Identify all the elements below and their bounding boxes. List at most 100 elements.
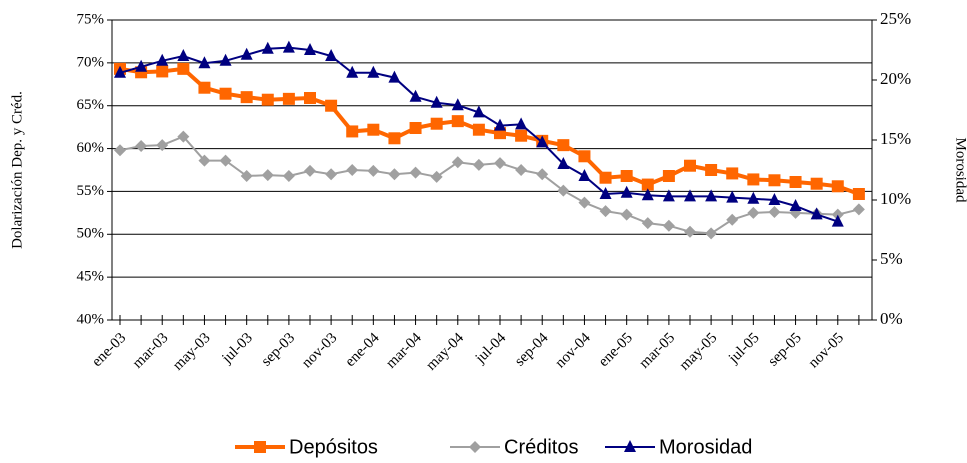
data-point [451, 156, 464, 169]
data-point [261, 93, 274, 106]
data-point [367, 65, 380, 78]
data-point [515, 164, 528, 176]
data-point [515, 129, 528, 142]
data-point [472, 123, 485, 136]
y-tick-label: 60% [77, 140, 105, 156]
data-point [325, 168, 338, 181]
data-point [282, 40, 295, 53]
data-point [494, 118, 506, 131]
data-point [810, 207, 823, 220]
data-point [747, 191, 760, 204]
data-point [156, 65, 169, 78]
x-tick-label: nov-05 [806, 330, 847, 371]
y-tick-label: 75% [77, 11, 105, 27]
data-point [599, 171, 612, 184]
data-point [346, 125, 359, 138]
x-tick-label: ene-05 [596, 330, 636, 370]
y2-tick-label: 25% [880, 9, 911, 28]
data-point [536, 168, 549, 181]
data-point [662, 170, 675, 182]
data-point [641, 188, 654, 201]
x-tick-label: jul-05 [725, 330, 762, 367]
data-point [198, 81, 211, 94]
x-tick-label: ene-04 [342, 330, 383, 371]
x-tick-label: jul-04 [472, 330, 510, 368]
data-point [578, 150, 591, 163]
y-tick-label: 55% [77, 183, 105, 199]
data-point [304, 43, 316, 55]
data-point [515, 117, 528, 130]
data-point [684, 189, 696, 202]
data-point [789, 176, 802, 188]
data-point [325, 49, 338, 61]
data-point [472, 105, 485, 118]
data-point [409, 166, 422, 179]
x-tick-label: mar-05 [636, 330, 678, 372]
x-tick-label: may-05 [677, 330, 721, 374]
data-point [409, 89, 422, 102]
legend-label: Depósitos [289, 436, 378, 458]
data-point [346, 164, 359, 176]
data-point [536, 135, 549, 148]
data-point [578, 169, 591, 181]
y2-tick-label: 5% [880, 249, 903, 268]
y-tick-label: 45% [77, 269, 105, 285]
data-point [261, 169, 274, 182]
data-point [177, 62, 190, 75]
data-point [367, 164, 380, 177]
y-tick-label: 50% [77, 226, 105, 242]
data-point [451, 98, 464, 111]
data-point [282, 170, 295, 182]
data-point [557, 184, 570, 197]
x-tick-label: jul-03 [219, 330, 256, 367]
data-point [662, 189, 675, 202]
data-point [240, 91, 253, 104]
data-point [282, 92, 295, 105]
data-point [831, 214, 844, 227]
plot-frame [111, 19, 873, 321]
data-point [240, 47, 253, 60]
data-point [304, 92, 316, 104]
data-point [620, 185, 633, 198]
data-point [325, 99, 338, 112]
data-point [430, 95, 443, 108]
data-point [346, 65, 359, 78]
data-point [367, 123, 380, 136]
data-point [662, 219, 675, 232]
x-tick-label: mar-03 [130, 330, 172, 372]
legend-label: Créditos [504, 436, 578, 458]
data-point [705, 164, 718, 176]
data-point [831, 180, 844, 193]
data-point [852, 203, 865, 216]
data-point [114, 144, 126, 157]
data-point [641, 178, 654, 191]
data-point [578, 196, 591, 209]
data-point [261, 41, 274, 54]
y2-tick-label: 10% [880, 189, 911, 208]
x-tick-label: sep-03 [259, 330, 299, 370]
x-tick-label: mar-04 [383, 330, 425, 372]
data-point [684, 225, 696, 238]
y-axis-label: Dolarización Dep. y Créd. [9, 91, 25, 249]
data-point [789, 199, 802, 211]
data-point [135, 140, 148, 152]
data-point [620, 170, 633, 182]
legend-marker [254, 441, 266, 453]
data-point [557, 139, 570, 152]
x-tick-label: nov-03 [299, 330, 340, 371]
x-tick-label: ene-03 [89, 330, 129, 370]
data-point [219, 87, 232, 100]
data-point [177, 130, 190, 143]
data-point [768, 174, 781, 187]
data-point [240, 170, 253, 182]
data-point [219, 53, 232, 66]
data-point [219, 154, 232, 167]
data-point [494, 127, 506, 140]
data-point [198, 154, 211, 167]
data-point [388, 70, 401, 83]
data-point [388, 168, 401, 181]
data-point [557, 157, 570, 169]
data-point [641, 217, 654, 230]
legend: Depósitos Créditos Morosidad [235, 436, 752, 458]
